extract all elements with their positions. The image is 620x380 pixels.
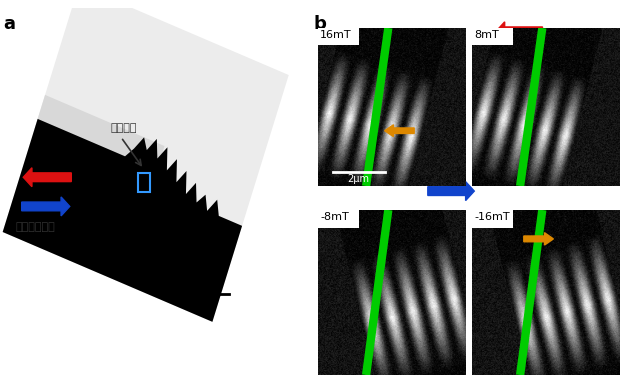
Text: 16mT: 16mT [320,30,352,40]
Text: a: a [3,15,15,33]
Bar [472,28,513,45]
Bar [318,28,359,45]
Polygon shape [2,0,289,322]
FancyArrow shape [22,197,69,216]
FancyArrow shape [24,168,71,187]
Text: -16mT: -16mT [474,212,510,222]
Text: 8mT: 8mT [474,30,499,40]
Polygon shape [2,119,242,322]
Bar [472,210,513,228]
FancyArrow shape [496,22,542,41]
Text: 2μm: 2μm [348,174,370,184]
Bar [318,210,359,228]
Text: -8mT: -8mT [320,212,349,222]
Bar [138,173,150,192]
FancyArrow shape [384,125,414,137]
Polygon shape [35,95,164,180]
Text: 観察領域: 観察領域 [111,124,137,133]
Text: 印加磁場方向: 印加磁場方向 [16,222,55,232]
Text: b: b [313,15,326,33]
FancyArrow shape [524,233,554,245]
FancyArrow shape [428,182,474,201]
Text: 5μm: 5μm [195,279,220,288]
